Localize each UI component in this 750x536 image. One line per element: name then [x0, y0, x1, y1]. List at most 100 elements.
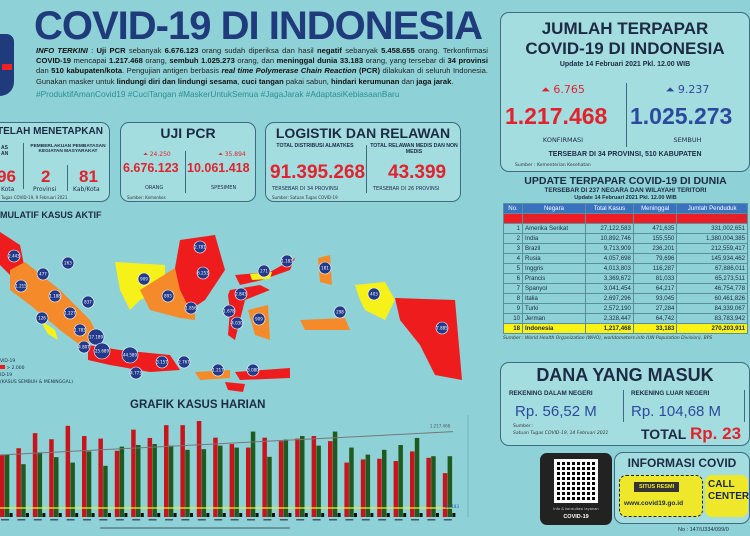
trend-line	[0, 431, 454, 456]
table-cell: 331,002,651	[676, 223, 748, 234]
table-cell: 79,696	[632, 253, 678, 264]
jumlah-title-1: JUMLAH TERPAPAR	[541, 19, 709, 38]
case-bubble-label: 1.856	[185, 306, 197, 311]
bar-deaths	[239, 513, 243, 517]
case-bubble	[87, 328, 105, 346]
table-header: Jumlah Penduduk	[676, 203, 748, 214]
bar-deaths	[452, 513, 456, 517]
case-bubble-label: 477	[39, 272, 47, 277]
pcr-source: Sumber: Kemenkes	[127, 195, 166, 200]
bar-deaths	[222, 513, 226, 517]
case-bubble-label: 4.773	[130, 371, 142, 376]
konfirmasi-delta-value: 6.765	[553, 83, 585, 96]
call-center-button[interactable]: CALL CENTER	[705, 475, 749, 517]
table-cell: 1,380,004,385	[676, 233, 748, 244]
case-bubble-label: 126	[38, 316, 46, 321]
info-text-segment: 5.458.655	[381, 46, 415, 55]
bar-deaths	[436, 513, 439, 517]
legend-item-label: > 2.000	[6, 366, 25, 371]
x-tick-label	[279, 519, 288, 521]
legend-swatch-high	[0, 365, 5, 369]
info-text-segment: lindungi diri dan lindungi sesama	[116, 76, 238, 86]
qr-card[interactable]: Info & konsultasi layanan COVID-19	[540, 453, 612, 525]
case-bubble	[61, 256, 75, 270]
case-bubble	[184, 301, 198, 315]
case-bubble	[161, 289, 175, 303]
info-text-segment: orang,	[142, 56, 170, 66]
case-bubble	[196, 266, 210, 280]
bar-series-1	[442, 473, 448, 517]
dunia-subtitle: TERSEBAR DI 237 NEGARA DAN WILAYAH/ TERI…	[544, 187, 707, 194]
x-tick-label	[165, 519, 173, 521]
bar-series-2	[54, 457, 59, 517]
dana-source: Satuan Tugas COVID-19, 14 Februari 2021	[513, 431, 609, 436]
table-cell: Amerika Serikat	[522, 223, 586, 234]
table-header: Meninggal	[632, 203, 678, 214]
info-text-segment: orang, yang tersebar di	[363, 56, 448, 66]
case-bubble-label: 909	[140, 277, 148, 282]
table-cell: 60,461,826	[676, 293, 748, 304]
x-tick-label	[99, 519, 108, 521]
info-text-segment: pakai sabun,	[283, 76, 332, 86]
info-text-segment: cuci tangan	[241, 76, 284, 86]
table-cell	[585, 213, 634, 224]
bar-series-1	[65, 425, 71, 517]
table-cell: 145,934,462	[676, 253, 748, 264]
bar-series-2	[86, 451, 92, 517]
pcr-orang-delta-value: 24.250	[149, 151, 171, 158]
case-bubble	[36, 267, 50, 281]
bar-series-2	[283, 439, 289, 517]
table-cell: Jerman	[522, 313, 586, 324]
situs-resmi-link[interactable]: SITUS RESMI www.covid19.go.id	[619, 475, 703, 517]
table-cell: 64,742	[632, 313, 678, 324]
x-tick-label	[263, 519, 272, 521]
info-text-segment: INFO TERKINI	[36, 46, 88, 55]
qr-caption: Info & konsultasi layanan	[553, 507, 599, 511]
x-tick-label	[115, 519, 124, 521]
bar-deaths	[288, 513, 292, 517]
legend-note: ID-19	[0, 373, 13, 378]
bar-deaths	[354, 513, 357, 517]
table-cell: 27,284	[632, 303, 678, 314]
bar-deaths	[58, 513, 62, 517]
table-header: Total Kasus	[585, 203, 634, 214]
bar-series-1	[213, 437, 218, 517]
x-tick-label	[361, 519, 370, 521]
bar-series-2	[21, 464, 26, 517]
page-title: COVID-19 DI INDONESIA	[34, 4, 483, 48]
table-cell	[632, 213, 678, 224]
case-bubble	[280, 254, 294, 268]
bar-deaths	[272, 513, 275, 517]
case-bubble-label: 1.783	[74, 328, 86, 333]
bar-series-1	[49, 439, 54, 517]
ppkm-prov-value: 2	[41, 167, 51, 186]
x-tick-label	[1, 519, 9, 521]
case-bubble-label: 263	[64, 261, 72, 266]
table-cell: 84,339,067	[676, 303, 748, 314]
relawan-value: 43.399	[388, 162, 447, 183]
case-bubble	[367, 287, 381, 301]
province-kalbar	[115, 262, 165, 310]
case-bubble	[234, 287, 248, 301]
case-bubble-label: 4.807	[78, 345, 90, 350]
bar-deaths	[206, 513, 210, 517]
psbb-value: 96	[0, 167, 16, 186]
pcr-spesimen-value: 10.061.418	[187, 161, 250, 175]
table-cell: 2,697,296	[585, 293, 634, 304]
x-tick-label	[197, 519, 206, 521]
case-bubble	[257, 264, 271, 278]
table-cell: 270,203,911	[676, 323, 748, 334]
case-bubble-label: 3.157	[156, 360, 168, 365]
bar-series-1	[229, 444, 235, 517]
table-cell: 67,886,011	[676, 263, 748, 274]
table-cell: 64,217	[632, 283, 678, 294]
info-text-segment: mencapai	[71, 56, 110, 66]
bar-series-2	[168, 445, 174, 517]
bar-deaths	[9, 513, 13, 517]
case-bubble	[318, 261, 332, 275]
case-bubble	[77, 340, 91, 354]
daily-cases-chart: 1.217.468 33.183	[0, 415, 469, 529]
bar-series-2	[414, 437, 420, 517]
situs-url: www.covid19.go.id	[624, 500, 684, 507]
map-title: MULATIF KASUS AKTIF	[0, 210, 102, 220]
